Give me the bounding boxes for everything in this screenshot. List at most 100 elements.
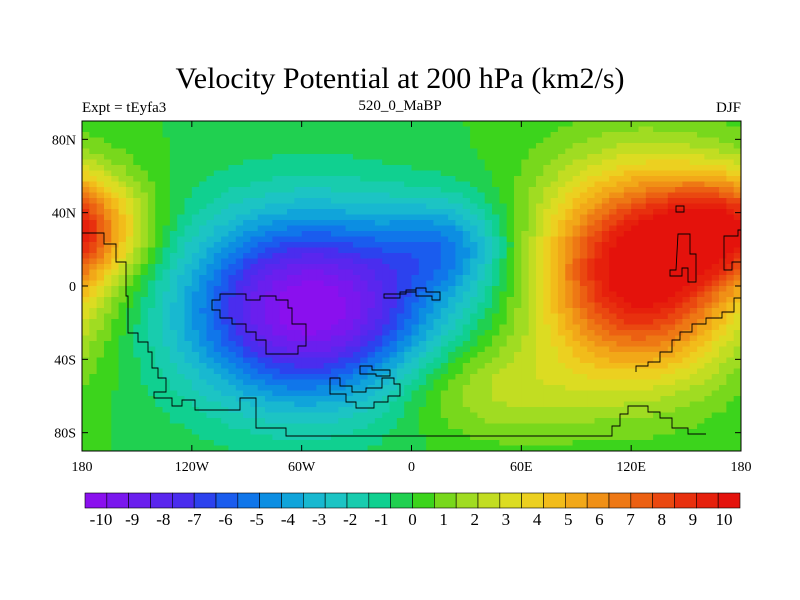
field-cell xyxy=(616,302,625,309)
field-cell xyxy=(675,385,684,392)
field-cell xyxy=(418,346,427,353)
field-cell xyxy=(506,253,515,260)
field-cell xyxy=(360,379,369,386)
field-cell xyxy=(206,346,215,353)
field-cell xyxy=(477,363,486,370)
field-cell xyxy=(382,363,391,370)
field-cell xyxy=(374,275,383,282)
field-cell xyxy=(418,418,427,425)
field-cell xyxy=(594,374,603,381)
field-cell xyxy=(667,302,676,309)
field-cell xyxy=(587,137,596,144)
field-cell xyxy=(579,368,588,375)
field-cell xyxy=(418,368,427,375)
field-cell xyxy=(623,418,632,425)
field-cell xyxy=(667,258,676,265)
field-cell xyxy=(147,203,156,210)
field-cell xyxy=(345,346,354,353)
field-cell xyxy=(470,231,478,238)
field-cell xyxy=(294,187,303,194)
field-cell xyxy=(345,143,354,150)
field-cell xyxy=(169,269,178,276)
field-cell xyxy=(609,132,618,139)
field-cell xyxy=(623,231,632,238)
field-cell xyxy=(572,264,581,271)
field-cell xyxy=(82,412,90,419)
field-cell xyxy=(345,286,354,293)
field-cell xyxy=(111,253,120,260)
field-cell xyxy=(213,132,222,139)
field-cell xyxy=(506,379,515,386)
field-cell xyxy=(638,291,647,298)
field-cell xyxy=(733,198,741,205)
field-cell xyxy=(697,335,705,342)
field-cell xyxy=(316,308,325,315)
field-cell xyxy=(594,258,603,265)
field-cell xyxy=(631,357,640,364)
field-cell xyxy=(557,275,566,282)
field-cell xyxy=(579,148,588,155)
field-cell xyxy=(521,302,530,309)
field-cell xyxy=(294,258,303,265)
field-cell xyxy=(118,198,127,205)
field-cell xyxy=(96,192,105,199)
field-cell xyxy=(645,330,654,337)
field-cell xyxy=(162,148,171,155)
field-cell xyxy=(330,275,339,282)
field-cell xyxy=(660,308,669,315)
field-cell xyxy=(682,214,691,221)
field-cell xyxy=(609,363,618,370)
field-cell xyxy=(118,379,127,386)
field-cell xyxy=(587,418,596,425)
field-cell xyxy=(418,352,427,359)
field-cell xyxy=(492,258,500,265)
field-cell xyxy=(265,302,273,309)
field-cell xyxy=(404,319,413,326)
field-cell xyxy=(316,412,325,419)
field-cell xyxy=(455,330,464,337)
field-cell xyxy=(411,363,420,370)
field-cell xyxy=(675,143,684,150)
field-cell xyxy=(250,154,259,161)
field-cell xyxy=(484,324,493,331)
field-cell xyxy=(250,368,259,375)
field-cell xyxy=(330,198,339,205)
field-cell xyxy=(184,385,193,392)
field-cell xyxy=(228,159,237,166)
field-cell xyxy=(191,330,200,337)
field-cell xyxy=(440,242,449,249)
field-cell xyxy=(535,313,544,320)
field-cell xyxy=(470,401,478,408)
field-cell xyxy=(352,302,361,309)
field-cell xyxy=(308,341,317,348)
field-cell xyxy=(411,148,420,155)
field-cell xyxy=(418,231,427,238)
field-cell xyxy=(623,198,632,205)
field-cell xyxy=(638,231,647,238)
field-cell xyxy=(623,247,632,254)
field-cell xyxy=(221,231,230,238)
field-cell xyxy=(360,308,369,315)
field-cell xyxy=(294,148,303,155)
field-cell xyxy=(374,231,383,238)
field-cell xyxy=(514,407,522,414)
field-cell xyxy=(535,192,544,199)
field-cell xyxy=(294,126,303,133)
field-cell xyxy=(682,341,691,348)
field-cell xyxy=(719,330,727,337)
field-cell xyxy=(499,231,508,238)
field-cell xyxy=(631,192,640,199)
field-cell xyxy=(623,330,632,337)
field-cell xyxy=(470,324,478,331)
field-cell xyxy=(572,121,581,128)
field-cell xyxy=(338,220,347,227)
field-cell xyxy=(477,154,486,161)
field-cell xyxy=(440,346,449,353)
field-cell xyxy=(572,258,581,265)
field-cell xyxy=(206,418,215,425)
field-cell xyxy=(411,385,420,392)
field-cell xyxy=(243,137,252,144)
field-cell xyxy=(272,346,281,353)
field-cell xyxy=(726,236,735,243)
field-cell xyxy=(455,264,464,271)
